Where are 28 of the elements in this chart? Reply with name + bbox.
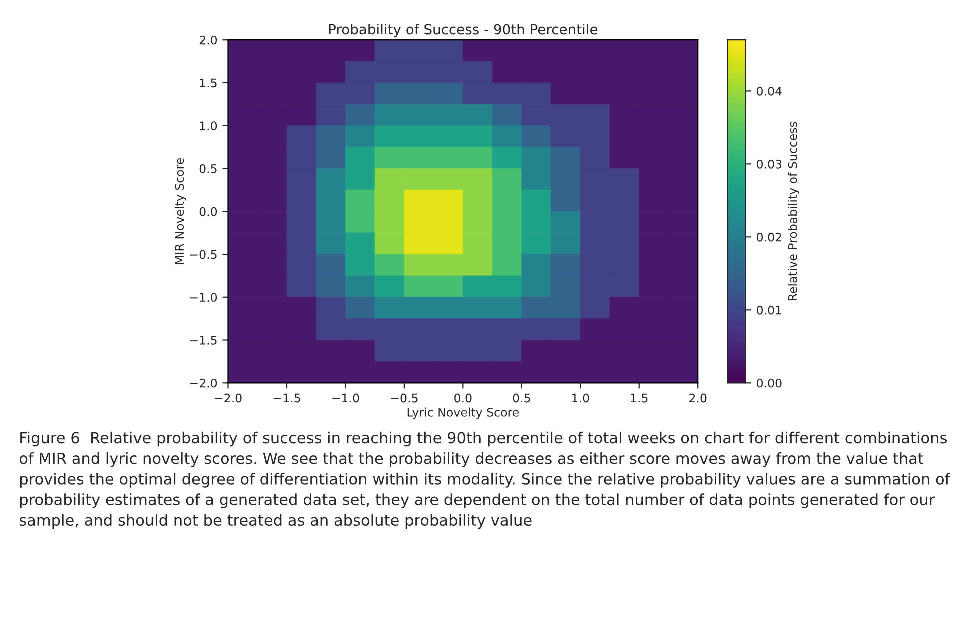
x-tick-label: 0.0: [454, 394, 472, 403]
color-bar-title: Relative Probability of Success: [788, 122, 800, 301]
color-bar-label: 0.00: [757, 378, 782, 388]
y-tick-label: −1.5: [190, 336, 217, 345]
color-bar-label: 0.04: [757, 86, 782, 96]
x-axis-title: Lyric Novelty Score: [408, 408, 519, 420]
y-tick-label: 1.5: [200, 78, 217, 88]
x-tick-label: 2.0: [690, 394, 707, 403]
x-tick-label: −0.5: [391, 394, 418, 403]
y-tick-label: −1.0: [190, 293, 218, 302]
color-bar-label: 0.03: [757, 160, 782, 169]
x-tick-label: 0.5: [513, 394, 530, 403]
x-tick-label: −1.0: [332, 394, 360, 403]
x-tick-label: 1.0: [572, 394, 590, 403]
y-tick-label: 0.5: [200, 164, 217, 174]
y-tick-label: −2.0: [190, 378, 218, 388]
color-bar-label: 0.01: [757, 306, 782, 315]
x-tick-label: −2.0: [215, 394, 242, 403]
y-axis-title: MIR Novelty Score: [174, 158, 186, 264]
y-tick-label: 0.0: [200, 207, 218, 216]
y-tick-label: −0.5: [190, 250, 217, 260]
x-tick-label: 1.5: [631, 394, 648, 403]
color-bar-label: 0.02: [757, 232, 782, 242]
x-tick-label: −1.5: [274, 394, 300, 403]
caption: Figure 6 Relative probability of success in reaching the 90th percentile of total weeks on chart for different combinations of MIR and lyric novelty scores. We see that the probability decreases as either score moves away from the value that provides the optimal degree of differentiation within its modality. Since the relative probability values are a summation of probability estimates of a generated data set, they are dependent on the total number of data points generated for our sample, and should not be treated as an absolute probability value: [20, 432, 951, 530]
y-tick-label: 1.0: [200, 122, 218, 131]
chart-title: Probability of Success - 90th Percentile: [329, 24, 598, 38]
y-tick-label: 2.0: [200, 36, 218, 45]
